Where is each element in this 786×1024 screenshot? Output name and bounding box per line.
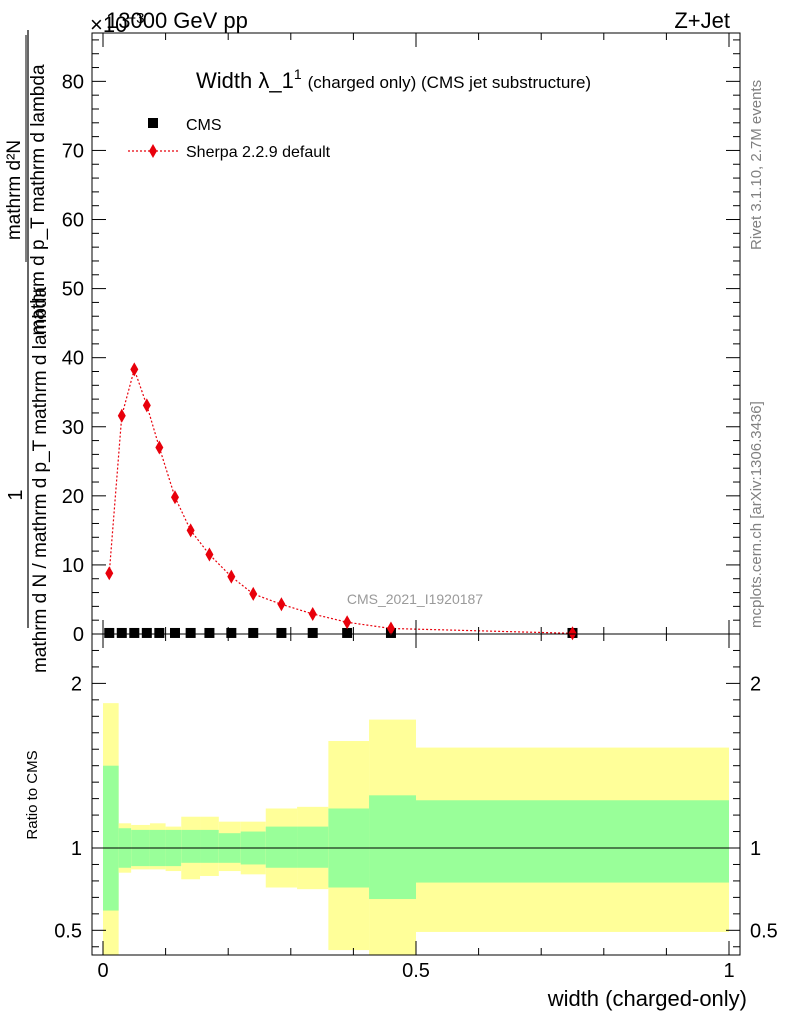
sherpa-point — [117, 408, 126, 423]
sherpa-point — [568, 626, 577, 641]
ratio-y-label: Ratio to CMS — [24, 750, 41, 839]
cms-point — [154, 627, 165, 638]
main-y-tick-label: 10 — [62, 555, 84, 577]
ratio-bands — [103, 703, 729, 955]
cms-point — [276, 627, 287, 638]
ratio-stat-band — [265, 826, 298, 868]
cms-point — [141, 627, 152, 638]
header-right: Z+Jet — [674, 8, 730, 33]
sherpa-point — [227, 569, 236, 584]
y-label-denominator: mathrm d N / mathrm d p_T mathrm d lambd… — [30, 287, 51, 674]
ratio-y-axis: 0.5 0.5 1 1 2 2 — [54, 649, 778, 948]
cms-point — [248, 627, 259, 638]
ratio-y-tick-label: 0.5 — [54, 920, 82, 942]
main-y-tick-label: 0 — [73, 624, 84, 646]
sherpa-point — [130, 362, 139, 377]
sherpa-point — [308, 606, 317, 621]
main-y-label: 1 mathrm d N / mathrm d p_T mathrm d lam… — [4, 30, 51, 673]
main-y-tick-label: 30 — [62, 417, 84, 439]
y-label-numerator: 1 — [5, 489, 27, 500]
x-tick-label: 0.5 — [402, 960, 430, 982]
ratio-stat-band — [181, 829, 201, 863]
legend: CMS Sherpa 2.2.9 default — [128, 117, 331, 161]
main-y-tick-label: 20 — [62, 486, 84, 508]
cms-point — [104, 627, 115, 638]
sherpa-point — [343, 615, 352, 630]
ratio-stat-band — [103, 765, 119, 911]
legend-sherpa-label: Sherpa 2.2.9 default — [186, 144, 331, 161]
plot-title: Width λ_11 (charged only) (CMS jet substr… — [196, 66, 591, 93]
cms-point — [204, 627, 215, 638]
analysis-tag: CMS_2021_I1920187 — [347, 591, 483, 607]
exponent-label: ×10−3 — [90, 10, 144, 37]
cms-point — [116, 627, 127, 638]
ratio-y-tick-label-right: 1 — [750, 838, 761, 860]
legend-sherpa-marker — [149, 144, 157, 158]
y-label-top-numerator: mathrm d²N — [4, 140, 25, 240]
main-plot-area — [104, 362, 578, 641]
ratio-stat-band — [416, 800, 729, 883]
sherpa-point — [386, 621, 395, 636]
cms-point — [307, 627, 318, 638]
cms-point — [342, 627, 353, 638]
main-y-tick-label: 50 — [62, 279, 84, 301]
sherpa-point — [142, 398, 151, 413]
cms-point — [226, 627, 237, 638]
main-y-tick-label: 70 — [62, 140, 84, 162]
ratio-stat-band — [369, 795, 416, 900]
ratio-x-axis: 0 0.5 1 — [97, 33, 735, 982]
ratio-y-tick-label-right: 0.5 — [750, 920, 778, 942]
y-label-top-denominator: mathrm d p_T mathrm d lambda — [28, 64, 49, 335]
ratio-y-tick-label: 1 — [71, 838, 82, 860]
x-axis-label: width (charged-only) — [547, 986, 747, 1011]
ratio-y-tick-label: 2 — [71, 673, 82, 695]
side-label-source: mcplots.cern.ch [arXiv:1306.3436] — [748, 401, 765, 628]
legend-cms-label: CMS — [186, 117, 222, 134]
cms-point — [129, 627, 140, 638]
sherpa-point — [249, 586, 258, 601]
x-tick-label: 1 — [723, 960, 734, 982]
header-left: 13000 GeV pp — [106, 8, 248, 33]
sherpa-point — [277, 597, 286, 612]
x-tick-label: 0 — [97, 960, 108, 982]
main-y-tick-label: 40 — [62, 348, 84, 370]
sherpa-point — [155, 440, 164, 455]
ratio-stat-band — [200, 829, 219, 863]
ratio-y-tick-label-right: 2 — [750, 673, 761, 695]
sherpa-point — [186, 523, 195, 538]
side-label-events: Rivet 3.1.10, 2.7M events — [748, 80, 765, 250]
main-y-axis: 0 10 20 30 40 50 60 70 80 — [62, 39, 740, 646]
legend-cms-marker — [148, 118, 158, 128]
sherpa-line — [108, 367, 573, 634]
sherpa-point — [170, 490, 179, 505]
sherpa-point — [105, 566, 114, 581]
cms-point — [185, 627, 196, 638]
ratio-stat-band — [297, 826, 329, 868]
main-y-tick-label: 80 — [62, 71, 84, 93]
cms-point — [169, 627, 180, 638]
sherpa-point — [205, 547, 214, 562]
main-y-tick-label: 60 — [62, 210, 84, 232]
